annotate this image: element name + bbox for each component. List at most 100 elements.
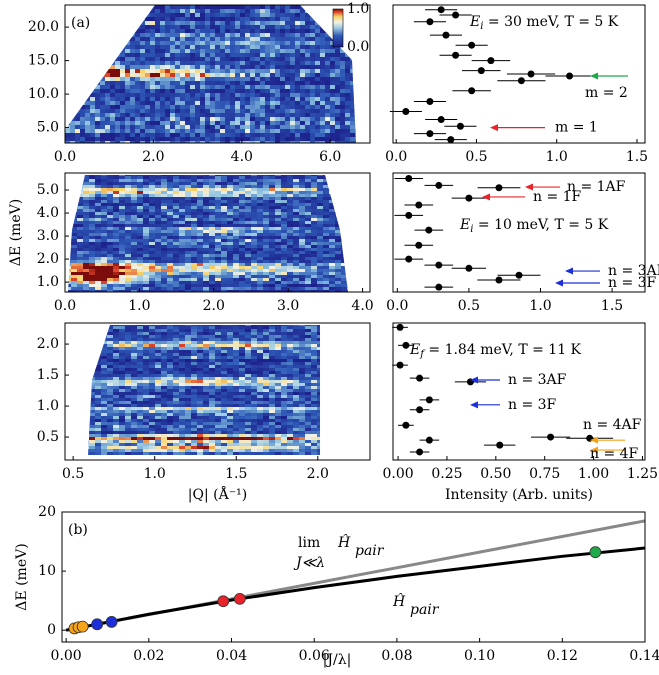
heatmap-cell [269,236,276,240]
heatmap-cell [257,209,264,213]
heatmap-cell [347,260,354,264]
heatmap-cell [320,25,326,30]
heatmap-cell [113,284,120,288]
heatmap-cell [155,254,162,258]
heatmap-cell [263,209,270,213]
heatmap-cell [77,179,84,183]
heatmap-cell [230,5,236,10]
heatmap-cell [185,185,192,189]
annotation-part: = 30 meV, T = 5 K [483,14,618,30]
heatmap-cell [245,197,252,201]
heatmap-cell [233,326,240,330]
heatmap-cell [185,323,192,327]
heatmap-cell [281,194,288,198]
heatmap-cell [185,77,191,82]
heatmap-cell [347,215,354,219]
heatmap-cell [230,25,236,30]
heatmap-cell [251,185,258,189]
heatmap-cell [360,133,366,138]
arrow-head [525,184,533,191]
heatmap-cell [305,129,311,134]
heatmap-cell [137,209,144,213]
heatmap-cell [299,287,306,291]
heatmap-cell [135,29,141,34]
heatmap-cell [227,242,234,246]
heatmap-cell [353,239,360,243]
heatmap-cell [293,188,300,192]
heatmap-cell [179,239,186,243]
heatmap-cell [329,323,336,327]
heatmap-cell [85,97,91,102]
heatmap-cell [100,129,106,134]
heatmap-cell [77,230,84,234]
heatmap-cell [275,176,282,180]
heatmap-cell [335,105,341,110]
heatmap-cell [275,326,282,330]
heatmap-cell [155,215,162,219]
heatmap-cell [275,17,281,22]
heatmap-cell [365,200,372,204]
heatmap-cell [245,347,252,351]
heatmap-cell [209,206,216,210]
heatmap-cell [221,182,228,186]
heatmap-cell [230,21,236,26]
heatmap-cell [220,85,226,90]
heatmap-cell [170,65,176,70]
heatmap-cell [113,323,120,327]
heatmap-cell [315,133,321,138]
heatmap-cell [245,200,252,204]
heatmap-cell [325,65,331,70]
heatmap-cell [221,272,228,276]
heatmap-cell [281,230,288,234]
heatmap-cell [305,230,312,234]
heatmap-cell [145,53,151,58]
heatmap-cell [245,254,252,258]
heatmap-cell [230,117,236,122]
heatmap-cell [317,182,324,186]
heatmap-cell [197,323,204,327]
heatmap-cell [345,113,351,118]
heatmap-cell [269,284,276,288]
heatmap-cell [280,101,286,106]
heatmap-cell [285,97,291,102]
heatmap-cell [329,353,336,357]
heatmap-cell [315,41,321,46]
heatmap-cell [345,93,351,98]
heatmap-cell [195,57,201,62]
heatmap-cell [90,77,96,82]
heatmap-cell [90,101,96,106]
heatmap-cell [125,117,131,122]
heatmap-cell [250,13,256,18]
heatmap-cell [161,194,168,198]
heatmap-cell [77,233,84,237]
heatmap-cell [260,73,266,78]
heatmap-cell [130,69,136,74]
heatmap-cell [190,93,196,98]
heatmap-cell [330,101,336,106]
heatmap-cell [353,278,360,282]
heatmap-cell [105,105,111,110]
heatmap-cell [245,81,251,86]
heatmap-cell [265,29,271,34]
heatmap-cell [257,227,264,231]
heatmap-cell [329,203,336,207]
heatmap-cell [175,113,181,118]
heatmap-cell [265,57,271,62]
heatmap-cell [200,133,206,138]
heatmap-cell [65,338,72,342]
heatmap-cell [195,121,201,126]
heatmap-cell [311,176,318,180]
heatmap-cell [341,257,348,261]
heatmap-cell [197,191,204,195]
heatmap-cell [71,326,78,330]
heatmap-cell [149,239,156,243]
heatmap-cell [195,5,201,10]
heatmap-cell [89,248,96,252]
heatmap-cell [359,326,366,330]
heatmap-cell [350,61,356,66]
x-tick-label: 0.0 [54,149,76,165]
heatmap-cell [85,137,91,142]
heatmap-cell [191,230,198,234]
annotation-part: E [469,14,480,30]
heatmap-cell [325,113,331,118]
